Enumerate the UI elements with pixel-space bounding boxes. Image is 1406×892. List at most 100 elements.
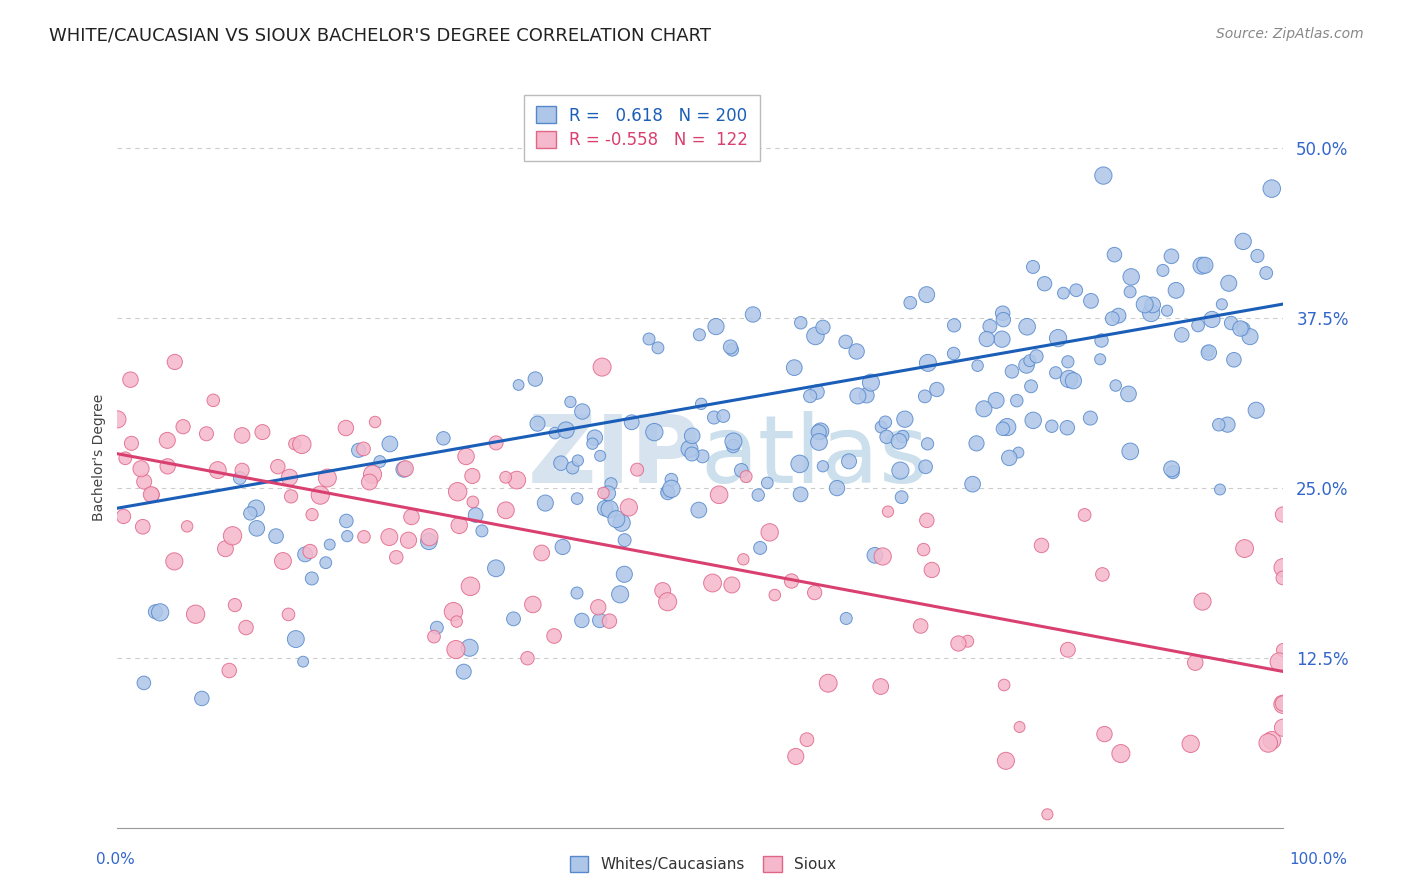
Point [721, 343, 744, 357]
Point [267, 459, 290, 474]
Point [763, 588, 786, 602]
Point [229, 471, 252, 485]
Point [869, 680, 891, 694]
Point [1140, 306, 1163, 320]
Point [1105, 378, 1128, 392]
Point [1057, 355, 1080, 369]
Point [1001, 364, 1024, 378]
Point [145, 605, 167, 619]
Point [914, 389, 936, 403]
Point [863, 549, 886, 563]
Point [368, 454, 391, 468]
Point [524, 372, 547, 386]
Point [301, 571, 323, 585]
Point [811, 320, 834, 334]
Point [1208, 417, 1230, 432]
Point [610, 516, 633, 530]
Point [1171, 327, 1194, 342]
Point [1005, 393, 1028, 408]
Point [1104, 247, 1126, 261]
Point [780, 574, 803, 588]
Point [221, 529, 243, 543]
Point [789, 457, 811, 471]
Point [1272, 560, 1295, 574]
Point [914, 459, 936, 474]
Point [1272, 571, 1295, 585]
Point [1272, 698, 1295, 712]
Point [156, 459, 179, 474]
Point [1008, 720, 1031, 734]
Point [432, 431, 454, 445]
Point [991, 332, 1014, 346]
Point [560, 395, 582, 409]
Point [681, 429, 703, 443]
Point [979, 319, 1001, 334]
Point [811, 459, 834, 474]
Point [1062, 374, 1084, 388]
Point [657, 484, 679, 499]
Point [598, 486, 620, 500]
Point [141, 488, 163, 502]
Point [292, 655, 315, 669]
Point [398, 533, 420, 548]
Point [984, 393, 1007, 408]
Point [534, 496, 557, 510]
Point [859, 376, 882, 390]
Point [872, 549, 894, 564]
Point [976, 332, 998, 346]
Point [643, 425, 665, 439]
Point [353, 442, 375, 456]
Point [651, 583, 673, 598]
Point [730, 463, 752, 477]
Point [721, 578, 744, 592]
Point [605, 512, 627, 526]
Point [132, 676, 155, 690]
Point [149, 605, 172, 619]
Point [1121, 269, 1143, 284]
Point [688, 327, 710, 342]
Point [1180, 737, 1202, 751]
Point [877, 505, 900, 519]
Point [600, 476, 623, 491]
Point [1142, 298, 1164, 312]
Point [707, 488, 730, 502]
Point [1040, 419, 1063, 434]
Point [224, 598, 246, 612]
Point [733, 552, 755, 566]
Point [316, 471, 339, 485]
Point [1018, 353, 1040, 368]
Point [735, 469, 758, 483]
Text: atlas: atlas [700, 411, 928, 503]
Point [956, 634, 979, 648]
Point [129, 462, 152, 476]
Point [319, 538, 342, 552]
Point [609, 587, 631, 601]
Point [502, 612, 524, 626]
Point [202, 393, 225, 408]
Point [1232, 322, 1254, 336]
Point [336, 529, 359, 543]
Point [838, 454, 860, 468]
Point [657, 485, 679, 500]
Point [661, 473, 683, 487]
Point [471, 524, 494, 538]
Point [592, 486, 614, 500]
Point [394, 461, 416, 475]
Point [1092, 169, 1115, 183]
Point [998, 450, 1021, 465]
Point [1160, 249, 1182, 263]
Point [620, 415, 643, 429]
Point [385, 550, 408, 565]
Point [756, 475, 779, 490]
Point [392, 462, 415, 476]
Point [555, 423, 578, 437]
Point [207, 463, 229, 477]
Point [1201, 312, 1223, 326]
Point [464, 508, 486, 522]
Point [426, 621, 449, 635]
Point [921, 563, 943, 577]
Point [1073, 508, 1095, 522]
Point [1209, 483, 1232, 497]
Point [1022, 260, 1045, 274]
Point [917, 356, 939, 370]
